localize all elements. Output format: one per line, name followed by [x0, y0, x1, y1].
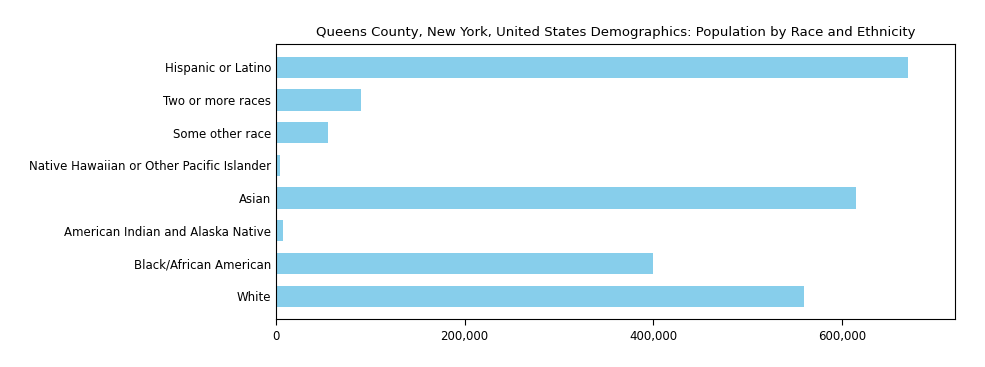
Bar	[276, 188, 856, 209]
Title: Queens County, New York, United States Demographics: Population by Race and Ethn: Queens County, New York, United States D…	[316, 26, 915, 39]
Bar	[276, 253, 653, 274]
Bar	[276, 122, 328, 143]
Bar	[276, 89, 361, 110]
Bar	[276, 220, 284, 241]
Bar	[276, 155, 280, 176]
Bar	[276, 286, 805, 307]
Bar	[276, 57, 908, 78]
